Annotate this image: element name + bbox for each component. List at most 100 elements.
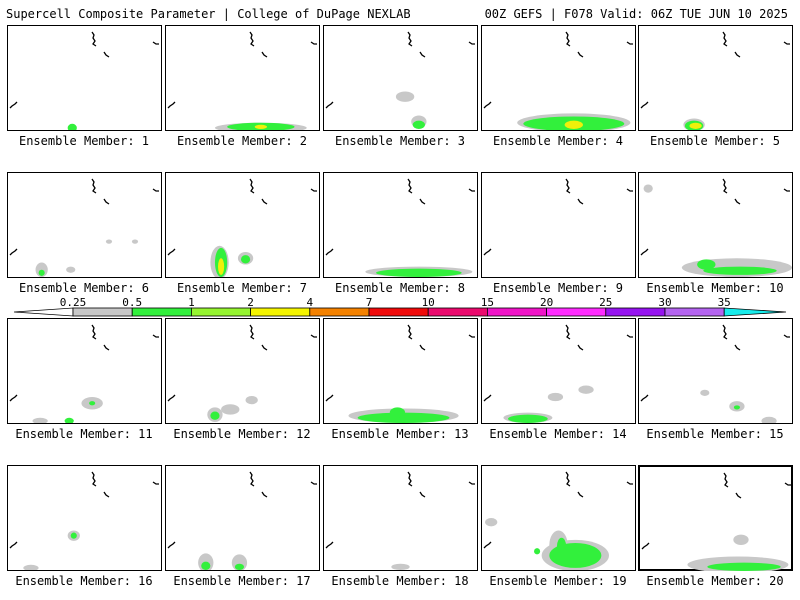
scp-contour-gray: [733, 534, 749, 545]
coastline-segment: [167, 101, 176, 109]
coastline-segment: [419, 491, 426, 498]
ensemble-member-map-6[interactable]: [7, 172, 162, 278]
member-map-canvas: [325, 31, 475, 129]
coastline-segment: [9, 248, 18, 256]
scp-contour-green: [240, 255, 251, 264]
coastline-segment: [152, 41, 159, 45]
ensemble-member-label-19: Ensemble Member: 19: [489, 574, 627, 588]
ensemble-member-map-8[interactable]: [323, 172, 478, 278]
ensemble-member-map-20[interactable]: [638, 465, 793, 571]
ensemble-member-label-8: Ensemble Member: 8: [334, 281, 466, 295]
ensemble-member-map-1[interactable]: [7, 25, 162, 131]
scp-contour-green: [508, 414, 548, 423]
ensemble-member-map-17[interactable]: [165, 465, 320, 571]
color-scale-tick-label: 0.25: [59, 296, 87, 309]
member-map-canvas: [9, 178, 159, 277]
coastline-segment: [483, 541, 492, 549]
ensemble-member-label-2: Ensemble Member: 2: [176, 134, 308, 148]
ensemble-member-map-18[interactable]: [323, 465, 478, 571]
ensemble-member-label-3: Ensemble Member: 3: [334, 134, 466, 148]
member-map-canvas: [640, 324, 790, 423]
member-map-canvas: [640, 178, 792, 277]
ensemble-member-label-13: Ensemble Member: 13: [331, 427, 469, 441]
scp-contour-gray: [761, 416, 777, 423]
coastline-segment: [565, 178, 571, 194]
coastline-segment: [577, 491, 584, 498]
scp-contour-green: [234, 563, 245, 570]
ensemble-member-map-7[interactable]: [165, 172, 320, 278]
scp-contour-green: [697, 259, 716, 270]
ensemble-member-map-3[interactable]: [323, 25, 478, 131]
ensemble-member-map-16[interactable]: [7, 465, 162, 571]
color-scale-segment: [546, 307, 607, 317]
scp-contour-gray: [485, 518, 498, 527]
ensemble-member-map-4[interactable]: [481, 25, 636, 131]
ensemble-member-map-12[interactable]: [165, 318, 320, 424]
coastline-segment: [310, 334, 317, 338]
coastline-segment: [641, 542, 650, 550]
coastline-segment: [91, 471, 97, 487]
coastline-segment: [626, 41, 633, 45]
coastline-segment: [626, 481, 633, 485]
scp-contour-green: [703, 266, 777, 275]
coastline-segment: [9, 394, 18, 402]
ensemble-member-label-15: Ensemble Member: 15: [646, 427, 784, 441]
color-scale-segment: [664, 307, 725, 317]
ensemble-member-label-1: Ensemble Member: 1: [18, 134, 150, 148]
coastline-segment: [167, 248, 176, 256]
ensemble-member-label-12: Ensemble Member: 12: [173, 427, 311, 441]
coastline-segment: [249, 178, 255, 194]
ensemble-member-map-2[interactable]: [165, 25, 320, 131]
ensemble-member-map-5[interactable]: [638, 25, 793, 131]
coastline-segment: [784, 482, 791, 486]
scp-contour-green: [389, 407, 406, 418]
coastline-segment: [483, 101, 492, 109]
coastline-segment: [565, 471, 571, 487]
member-map-canvas: [167, 471, 317, 570]
coastline-segment: [783, 41, 790, 45]
member-map-canvas: [167, 178, 317, 277]
scp-contour-green: [201, 561, 211, 570]
coastline-segment: [261, 491, 268, 498]
ensemble-member-map-19[interactable]: [481, 465, 636, 571]
color-scale-segment: [309, 307, 370, 317]
member-map-canvas: [641, 472, 791, 571]
scp-contour-green: [70, 532, 77, 539]
coastline-segment: [9, 101, 18, 109]
ensemble-member-map-13[interactable]: [323, 318, 478, 424]
scp-contour-green: [707, 562, 781, 571]
coastline-segment: [722, 324, 728, 340]
ensemble-member-map-10[interactable]: [638, 172, 793, 278]
color-scale-segment: [250, 307, 311, 317]
coastline-segment: [249, 31, 255, 47]
coastline-segment: [640, 394, 649, 402]
coastline-segment: [640, 101, 649, 109]
ensemble-member-label-14: Ensemble Member: 14: [489, 427, 627, 441]
member-map-canvas: [483, 471, 633, 570]
coastline-segment: [735, 492, 742, 499]
ensemble-member-map-11[interactable]: [7, 318, 162, 424]
member-map-canvas: [167, 324, 317, 422]
ensemble-member-map-15[interactable]: [638, 318, 793, 424]
ensemble-member-map-9[interactable]: [481, 172, 636, 278]
ensemble-member-label-20: Ensemble Member: 20: [646, 574, 784, 588]
coastline-segment: [261, 51, 268, 58]
coastline-segment: [722, 31, 728, 47]
ensemble-member-map-14[interactable]: [481, 318, 636, 424]
coastline-segment: [152, 188, 159, 192]
color-scale-arrow-low: [13, 307, 74, 317]
color-scale-bar: [13, 307, 787, 317]
scp-contour-gray: [23, 564, 39, 570]
coastline-segment: [103, 344, 110, 351]
color-scale-tick-label: 20: [539, 296, 554, 309]
ensemble-member-label-4: Ensemble Member: 4: [492, 134, 624, 148]
coastline-segment: [577, 51, 584, 58]
coastline-segment: [722, 178, 728, 194]
ensemble-member-label-17: Ensemble Member: 17: [173, 574, 311, 588]
color-scale-tick-label: 35: [717, 296, 731, 309]
scp-contour-yellow: [218, 258, 225, 275]
coastline-segment: [325, 101, 334, 109]
coastline-segment: [723, 472, 729, 488]
scp-contour-gray: [395, 91, 415, 102]
coastline-segment: [407, 324, 413, 340]
